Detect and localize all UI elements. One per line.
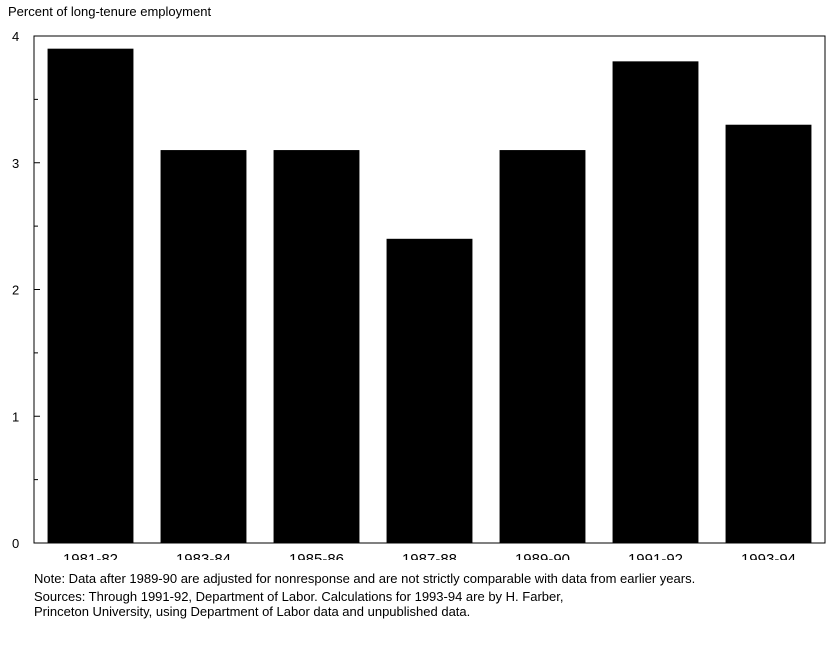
- bar-1983-84: [160, 150, 247, 543]
- sources-line-2: Princeton University, using Department o…: [34, 604, 471, 620]
- x-tick-label: 1985-86: [289, 551, 344, 560]
- y-tick-label: 1: [12, 409, 19, 424]
- bar-1993-94: [725, 124, 812, 543]
- x-tick-label: 1981-82: [63, 551, 118, 560]
- x-axis-labels: 1981-82 1983-84 1985-86 1987-88 1989-90 1991-…: [63, 551, 796, 560]
- x-tick-label: 1983-84: [176, 551, 231, 560]
- bar-1987-88: [386, 238, 473, 544]
- y-tick-label: 4: [12, 29, 19, 44]
- y-axis-label: Percent of long-tenure employment: [8, 4, 211, 19]
- y-tick-label: 2: [12, 283, 19, 298]
- note-text: Note: Data after 1989-90 are adjusted fo…: [34, 571, 696, 586]
- y-tick-label: 3: [12, 156, 19, 171]
- y-tick-label: 0: [12, 536, 19, 551]
- bars: [47, 48, 812, 544]
- bar-1985-86: [273, 150, 360, 543]
- x-tick-label: 1989-90: [515, 551, 570, 560]
- x-tick-label: 1993-94: [741, 551, 796, 560]
- bar-1989-90: [499, 150, 586, 543]
- sources-line-1: Sources: Through 1991-92, Department of …: [34, 588, 564, 604]
- x-tick-label: 1987-88: [402, 551, 457, 560]
- bar-1991-92: [612, 61, 699, 543]
- bar-chart: Percent of long-tenure employment 01234 …: [8, 4, 826, 560]
- bar-1981-82: [47, 48, 134, 544]
- x-tick-label: 1991-92: [628, 551, 683, 560]
- notes: Note: Data after 1989-90 are adjusted fo…: [34, 571, 824, 620]
- y-axis-ticks: 0 1 2 3 4: [12, 29, 40, 551]
